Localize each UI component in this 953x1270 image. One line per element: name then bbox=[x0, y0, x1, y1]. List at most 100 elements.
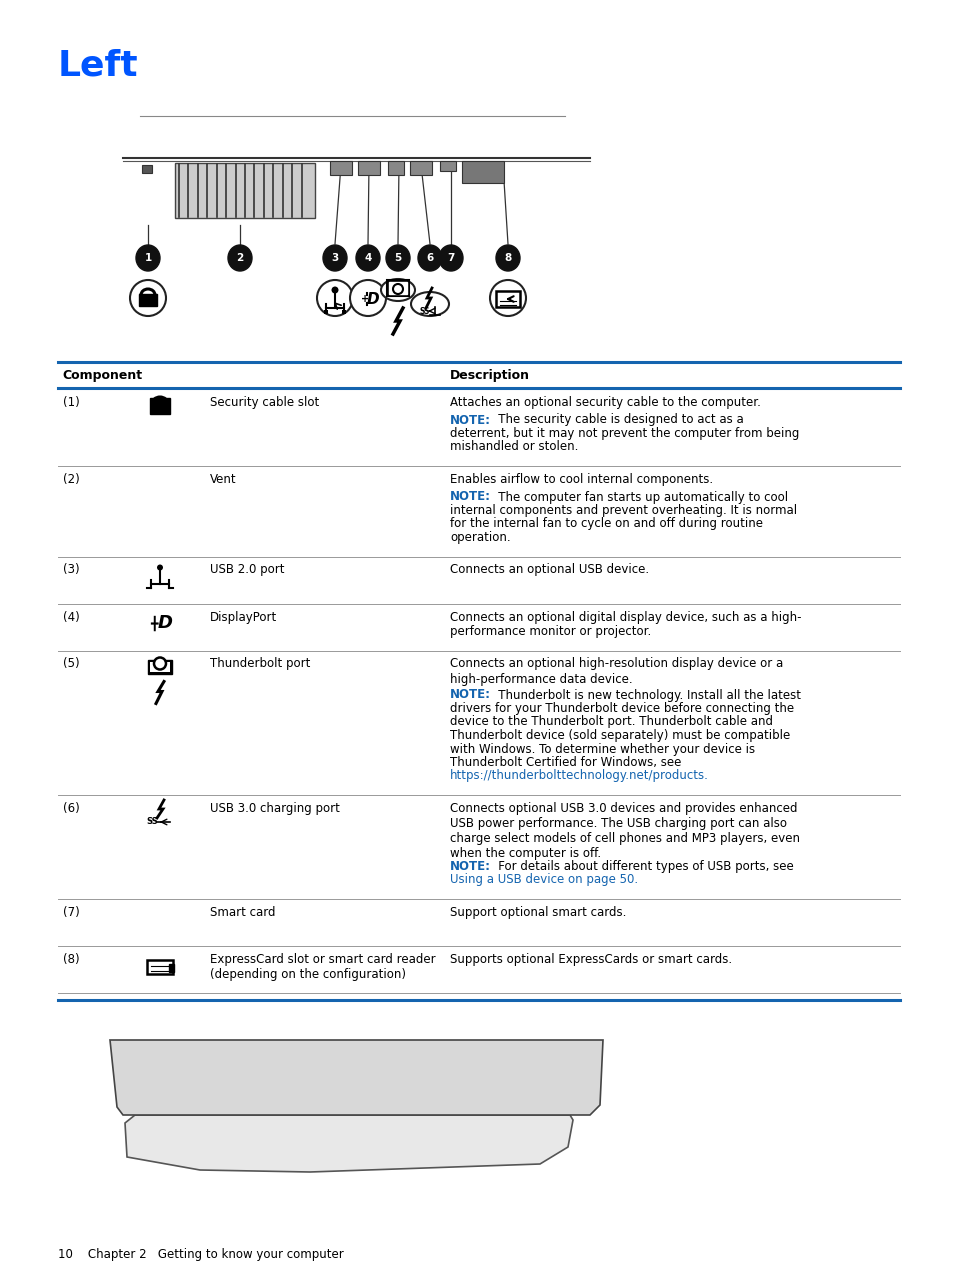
Bar bbox=[139, 293, 157, 306]
Ellipse shape bbox=[380, 279, 415, 301]
Text: internal components and prevent overheating. It is normal: internal components and prevent overheat… bbox=[450, 504, 797, 517]
Text: Smart card: Smart card bbox=[210, 906, 275, 919]
Ellipse shape bbox=[490, 279, 525, 316]
Ellipse shape bbox=[136, 245, 160, 271]
Text: Security cable slot: Security cable slot bbox=[210, 396, 319, 409]
Bar bbox=[150, 662, 170, 672]
Ellipse shape bbox=[228, 245, 252, 271]
Ellipse shape bbox=[350, 279, 386, 316]
Text: 4: 4 bbox=[364, 253, 372, 263]
Text: https://thunderbolttechnology.net/products.: https://thunderbolttechnology.net/produc… bbox=[450, 770, 708, 782]
Bar bbox=[387, 279, 409, 296]
Text: (2): (2) bbox=[63, 472, 80, 486]
Text: Thunderbolt Certified for Windows, see: Thunderbolt Certified for Windows, see bbox=[450, 756, 680, 770]
Text: ╋: ╋ bbox=[150, 616, 157, 631]
Text: NOTE:: NOTE: bbox=[450, 688, 491, 701]
Ellipse shape bbox=[496, 245, 519, 271]
Text: 3: 3 bbox=[331, 253, 338, 263]
Text: NOTE:: NOTE: bbox=[450, 490, 491, 503]
Text: USB 3.0 charging port: USB 3.0 charging port bbox=[210, 801, 339, 815]
Text: Description: Description bbox=[450, 370, 530, 382]
Text: Enables airflow to cool internal components.: Enables airflow to cool internal compone… bbox=[450, 472, 713, 486]
Text: 8: 8 bbox=[504, 253, 511, 263]
Text: drivers for your Thunderbolt device before connecting the: drivers for your Thunderbolt device befo… bbox=[450, 702, 793, 715]
Text: (4): (4) bbox=[63, 611, 80, 624]
Bar bbox=[142, 165, 152, 173]
Bar bbox=[150, 398, 170, 414]
Text: 1: 1 bbox=[144, 253, 152, 263]
Circle shape bbox=[393, 284, 402, 293]
Text: 5: 5 bbox=[394, 253, 401, 263]
Text: NOTE:: NOTE: bbox=[450, 860, 491, 872]
Ellipse shape bbox=[355, 245, 379, 271]
Circle shape bbox=[153, 658, 166, 669]
Text: Using a USB device on page 50.: Using a USB device on page 50. bbox=[450, 874, 638, 886]
Circle shape bbox=[331, 287, 338, 293]
Text: (1): (1) bbox=[63, 396, 80, 409]
Text: SS: SS bbox=[419, 306, 430, 315]
Bar bbox=[169, 964, 173, 972]
Bar bbox=[461, 161, 503, 183]
Text: with Windows. To determine whether your device is: with Windows. To determine whether your … bbox=[450, 743, 755, 756]
Text: 2: 2 bbox=[236, 253, 243, 263]
Bar bbox=[330, 161, 352, 175]
Bar bbox=[357, 161, 379, 175]
Text: D: D bbox=[157, 615, 172, 632]
Text: mishandled or stolen.: mishandled or stolen. bbox=[450, 441, 578, 453]
Bar bbox=[496, 291, 519, 307]
Text: Connects an optional high-resolution display device or a
high-performance data d: Connects an optional high-resolution dis… bbox=[450, 658, 782, 686]
Ellipse shape bbox=[323, 245, 347, 271]
Polygon shape bbox=[110, 1040, 602, 1115]
Text: Left: Left bbox=[58, 48, 138, 83]
Text: device to the Thunderbolt port. Thunderbolt cable and: device to the Thunderbolt port. Thunderb… bbox=[450, 715, 772, 729]
Text: Component: Component bbox=[62, 370, 142, 382]
Bar bbox=[410, 161, 432, 175]
Text: Vent: Vent bbox=[210, 472, 236, 486]
Ellipse shape bbox=[417, 245, 441, 271]
Text: ExpressCard slot or smart card reader
(depending on the configuration): ExpressCard slot or smart card reader (d… bbox=[210, 952, 436, 980]
Text: Supports optional ExpressCards or smart cards.: Supports optional ExpressCards or smart … bbox=[450, 952, 731, 966]
Text: (6): (6) bbox=[63, 801, 80, 815]
Polygon shape bbox=[125, 1115, 573, 1172]
Ellipse shape bbox=[386, 245, 410, 271]
Text: (5): (5) bbox=[63, 658, 79, 671]
Bar bbox=[174, 163, 314, 218]
Text: 7: 7 bbox=[447, 253, 455, 263]
Text: +: + bbox=[360, 293, 369, 304]
Text: Thunderbolt device (sold separately) must be compatible: Thunderbolt device (sold separately) mus… bbox=[450, 729, 789, 742]
Ellipse shape bbox=[411, 292, 449, 316]
Text: Connects an optional digital display device, such as a high-
performance monitor: Connects an optional digital display dev… bbox=[450, 611, 801, 639]
Bar bbox=[341, 310, 346, 314]
Text: 6: 6 bbox=[426, 253, 434, 263]
Text: The computer fan starts up automatically to cool: The computer fan starts up automatically… bbox=[486, 490, 787, 503]
Bar bbox=[324, 310, 328, 314]
Text: Attaches an optional security cable to the computer.: Attaches an optional security cable to t… bbox=[450, 396, 760, 409]
Text: operation.: operation. bbox=[450, 531, 510, 544]
Text: Support optional smart cards.: Support optional smart cards. bbox=[450, 906, 626, 919]
Bar bbox=[389, 282, 407, 293]
Text: D: D bbox=[366, 292, 379, 306]
Ellipse shape bbox=[130, 279, 166, 316]
Text: (7): (7) bbox=[63, 906, 80, 919]
Text: For details about different types of USB ports, see: For details about different types of USB… bbox=[486, 860, 793, 872]
Ellipse shape bbox=[316, 279, 353, 316]
Text: DisplayPort: DisplayPort bbox=[210, 611, 277, 624]
Bar bbox=[439, 161, 456, 171]
Text: 10    Chapter 2   Getting to know your computer: 10 Chapter 2 Getting to know your comput… bbox=[58, 1248, 343, 1261]
Text: Connects optional USB 3.0 devices and provides enhanced
USB power performance. T: Connects optional USB 3.0 devices and pr… bbox=[450, 801, 800, 860]
Text: SS: SS bbox=[146, 818, 157, 827]
Text: (3): (3) bbox=[63, 564, 79, 577]
Text: Connects an optional USB device.: Connects an optional USB device. bbox=[450, 564, 648, 577]
Text: (8): (8) bbox=[63, 952, 79, 966]
Bar bbox=[148, 659, 172, 673]
Text: Thunderbolt is new technology. Install all the latest: Thunderbolt is new technology. Install a… bbox=[486, 688, 801, 701]
Text: USB 2.0 port: USB 2.0 port bbox=[210, 564, 284, 577]
Text: deterrent, but it may not prevent the computer from being: deterrent, but it may not prevent the co… bbox=[450, 427, 799, 439]
Text: for the internal fan to cycle on and off during routine: for the internal fan to cycle on and off… bbox=[450, 517, 762, 531]
Bar bbox=[147, 960, 172, 974]
Ellipse shape bbox=[438, 245, 462, 271]
Bar bbox=[388, 161, 403, 175]
Circle shape bbox=[157, 564, 163, 570]
Text: Thunderbolt port: Thunderbolt port bbox=[210, 658, 310, 671]
Text: The security cable is designed to act as a: The security cable is designed to act as… bbox=[486, 414, 743, 427]
